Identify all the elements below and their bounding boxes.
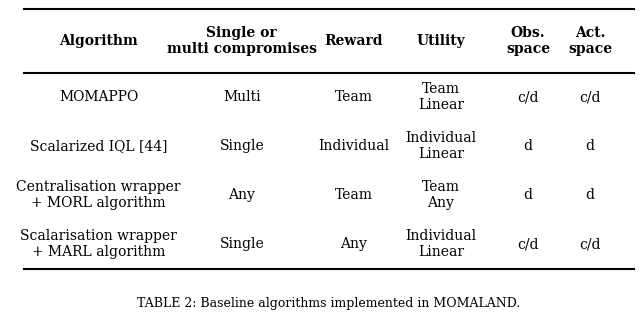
Text: Individual: Individual xyxy=(318,139,389,153)
Text: MOMAPPO: MOMAPPO xyxy=(59,90,138,104)
Text: Any: Any xyxy=(340,237,367,251)
Text: d: d xyxy=(586,139,595,153)
Text: Utility: Utility xyxy=(417,34,465,48)
Text: Team: Team xyxy=(335,188,372,202)
Text: Reward: Reward xyxy=(324,34,383,48)
Text: Single: Single xyxy=(220,237,264,251)
Text: Centralisation wrapper
+ MORL algorithm: Centralisation wrapper + MORL algorithm xyxy=(17,180,181,210)
Text: d: d xyxy=(586,188,595,202)
Text: TABLE 2: Baseline algorithms implemented in MOMALAND.: TABLE 2: Baseline algorithms implemented… xyxy=(137,297,520,310)
Text: d: d xyxy=(524,139,532,153)
Text: Scalarisation wrapper
+ MARL algorithm: Scalarisation wrapper + MARL algorithm xyxy=(20,229,177,259)
Text: Team
Any: Team Any xyxy=(422,180,460,210)
Text: d: d xyxy=(524,188,532,202)
Text: Multi: Multi xyxy=(223,90,260,104)
Text: Any: Any xyxy=(228,188,255,202)
Text: Algorithm: Algorithm xyxy=(60,34,138,48)
Text: Act.
space: Act. space xyxy=(568,26,612,56)
Text: Individual
Linear: Individual Linear xyxy=(405,229,476,259)
Text: c/d: c/d xyxy=(517,237,539,251)
Text: c/d: c/d xyxy=(579,237,601,251)
Text: c/d: c/d xyxy=(517,90,539,104)
Text: Scalarized IQL [44]: Scalarized IQL [44] xyxy=(30,139,168,153)
Text: c/d: c/d xyxy=(579,90,601,104)
Text: Team
Linear: Team Linear xyxy=(418,82,464,112)
Text: Single: Single xyxy=(220,139,264,153)
Text: Individual
Linear: Individual Linear xyxy=(405,131,476,161)
Text: Team: Team xyxy=(335,90,372,104)
Text: Obs.
space: Obs. space xyxy=(506,26,550,56)
Text: Single or
multi compromises: Single or multi compromises xyxy=(167,26,317,56)
